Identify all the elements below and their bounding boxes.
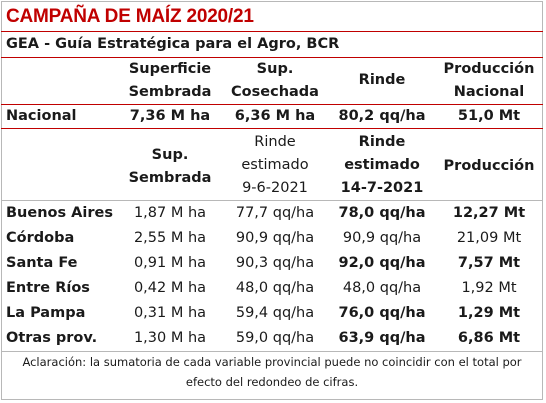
header-line: Sembrada bbox=[128, 84, 212, 100]
province-rinde-14-7: 63,9 qq/ha bbox=[338, 330, 426, 346]
province-rinde-14-7: 92,0 qq/ha bbox=[338, 255, 426, 271]
header-line: Superficie bbox=[128, 61, 212, 77]
province-rinde-9-6: 48,0 qq/ha bbox=[235, 280, 315, 296]
header-line: estimado bbox=[344, 157, 420, 173]
province-produccion: 12,27 Mt bbox=[452, 205, 526, 221]
divider bbox=[1, 200, 543, 201]
header-line: 14-7-2021 bbox=[340, 180, 424, 196]
header-produccion-nacional: Producción Nacional bbox=[436, 58, 542, 104]
header-line: Sup. bbox=[151, 147, 189, 163]
header-superficie-sembrada: Superficie Sembrada bbox=[118, 58, 222, 104]
province-rinde-9-6: 90,3 qq/ha bbox=[235, 255, 315, 271]
province-sup-sembrada: 0,31 M ha bbox=[133, 305, 207, 321]
header-line: Cosechada bbox=[231, 84, 319, 100]
province-rinde-9-6: 90,9 qq/ha bbox=[235, 230, 315, 246]
province-rinde-14-7: 90,9 qq/ha bbox=[342, 230, 422, 246]
header-line: 9-6-2021 bbox=[242, 180, 308, 196]
nacional-superficie: 7,36 M ha bbox=[129, 108, 211, 124]
divider bbox=[1, 351, 543, 352]
row-label-nacional: Nacional bbox=[6, 108, 77, 124]
province-produccion: 1,29 Mt bbox=[457, 305, 521, 321]
header-line: Rinde bbox=[358, 134, 406, 150]
province-produccion: 6,86 Mt bbox=[457, 330, 521, 346]
header-line: Producción bbox=[443, 158, 535, 174]
province-name: Otras prov. bbox=[6, 330, 98, 346]
province-produccion: 21,09 Mt bbox=[456, 230, 522, 246]
nacional-cosechada: 6,36 M ha bbox=[234, 108, 316, 124]
subtitle: GEA - Guía Estratégica para el Agro, BCR bbox=[6, 36, 340, 52]
footnote-line: efecto del redondeo de cifras. bbox=[185, 375, 359, 389]
header-line: Nacional bbox=[453, 84, 525, 100]
header-produccion: Producción bbox=[436, 155, 542, 178]
divider bbox=[1, 128, 543, 129]
province-produccion: 7,57 Mt bbox=[457, 255, 521, 271]
province-sup-sembrada: 0,91 M ha bbox=[133, 255, 207, 271]
nacional-produccion: 51,0 Mt bbox=[457, 108, 521, 124]
footnote-line: Aclaración: la sumatoria de cada variabl… bbox=[22, 355, 522, 369]
province-name: Córdoba bbox=[6, 230, 75, 246]
province-name: Santa Fe bbox=[6, 255, 78, 271]
province-name: Buenos Aires bbox=[6, 205, 113, 221]
header-line: Rinde bbox=[254, 134, 296, 150]
province-name: La Pampa bbox=[6, 305, 86, 321]
header-line: Sup. bbox=[256, 61, 294, 77]
province-rinde-14-7: 48,0 qq/ha bbox=[342, 280, 422, 296]
divider bbox=[1, 31, 543, 32]
header-rinde: Rinde bbox=[330, 69, 434, 92]
province-sup-sembrada: 2,55 M ha bbox=[133, 230, 207, 246]
province-sup-sembrada: 1,30 M ha bbox=[133, 330, 207, 346]
province-produccion: 1,92 Mt bbox=[461, 280, 517, 296]
nacional-rinde: 80,2 qq/ha bbox=[338, 108, 426, 124]
province-rinde-9-6: 59,4 qq/ha bbox=[235, 305, 315, 321]
province-rinde-9-6: 77,7 qq/ha bbox=[235, 205, 315, 221]
province-sup-sembrada: 0,42 M ha bbox=[133, 280, 207, 296]
header-rinde-14-7-2021: Rinde estimado 14-7-2021 bbox=[330, 131, 434, 200]
province-sup-sembrada: 1,87 M ha bbox=[133, 205, 207, 221]
divider bbox=[1, 104, 543, 105]
header-line: Rinde bbox=[358, 72, 406, 88]
divider bbox=[1, 57, 543, 58]
footnote: Aclaración: la sumatoria de cada variabl… bbox=[6, 352, 538, 392]
page-title: CAMPAÑA DE MAÍZ 2020/21 bbox=[6, 6, 254, 27]
header-sup-cosechada: Sup. Cosechada bbox=[222, 58, 328, 104]
header-line: Producción bbox=[443, 61, 535, 77]
province-name: Entre Ríos bbox=[6, 280, 90, 296]
header-line: Sembrada bbox=[128, 170, 212, 186]
province-rinde-14-7: 78,0 qq/ha bbox=[338, 205, 426, 221]
header-line: estimado bbox=[241, 157, 309, 173]
header-rinde-9-6-2021: Rinde estimado 9-6-2021 bbox=[222, 131, 328, 200]
province-rinde-14-7: 76,0 qq/ha bbox=[338, 305, 426, 321]
province-rinde-9-6: 59,0 qq/ha bbox=[235, 330, 315, 346]
header-sup-sembrada: Sup. Sembrada bbox=[118, 144, 222, 190]
